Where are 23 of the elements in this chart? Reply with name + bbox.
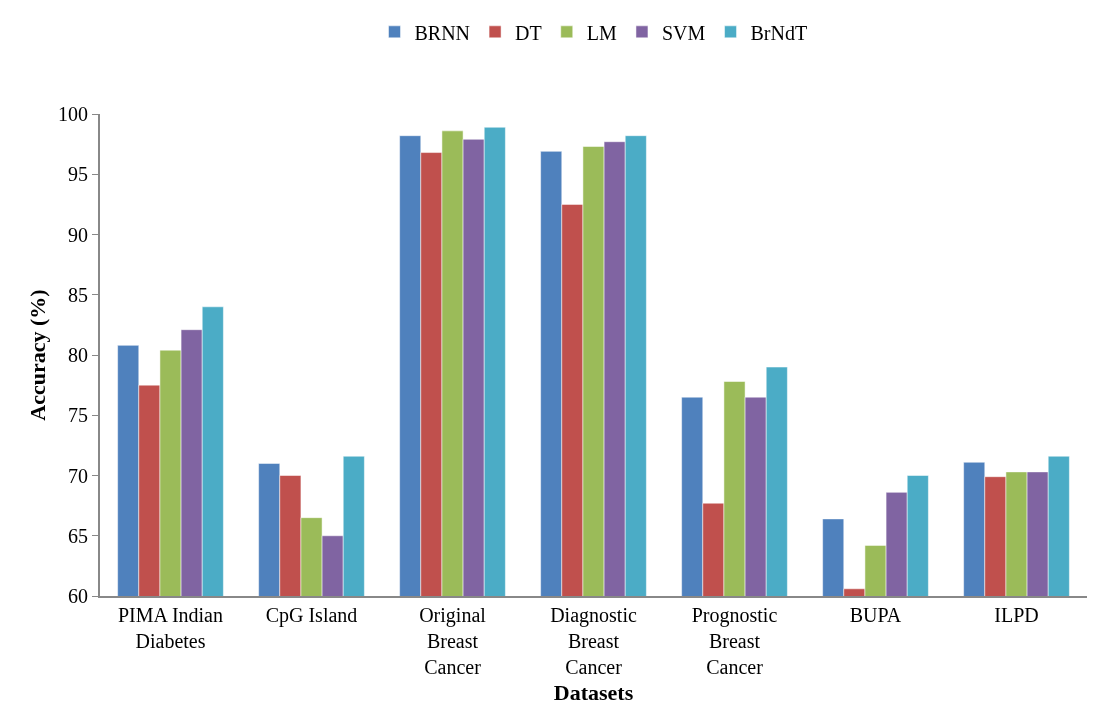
x-tick-label: PIMA Indian Diabetes	[118, 604, 223, 652]
y-axis-title: Accuracy (%)	[25, 289, 50, 421]
y-tick-label: 70	[68, 464, 88, 487]
x-tick-label: Prognostic Breast Cancer	[691, 604, 778, 678]
y-tick-label: 65	[68, 524, 88, 547]
x-tick-label: Diagnostic Breast Cancer	[550, 604, 637, 678]
x-tick-label: CpG Island	[265, 604, 358, 627]
y-tick-label: 95	[68, 163, 88, 186]
legend-label: BRNN	[414, 21, 471, 44]
legend-label: SVM	[661, 21, 706, 44]
legend-label: LM	[586, 21, 617, 44]
x-axis-title: Datasets	[553, 680, 634, 705]
x-tick-label: Original Breast Cancer	[419, 604, 487, 678]
y-tick-label: 90	[68, 223, 88, 246]
y-tick-label: 85	[68, 283, 88, 306]
y-tick-label: 80	[68, 344, 88, 366]
legend-label: DT	[515, 21, 542, 44]
x-tick-label: BUPA	[849, 604, 902, 626]
y-tick-label: 60	[68, 585, 88, 607]
y-tick-label: 75	[68, 404, 88, 427]
legend-label: BrNdT	[750, 21, 808, 44]
y-tick-label: 100	[58, 103, 88, 125]
x-tick-label: ILPD	[994, 604, 1039, 626]
